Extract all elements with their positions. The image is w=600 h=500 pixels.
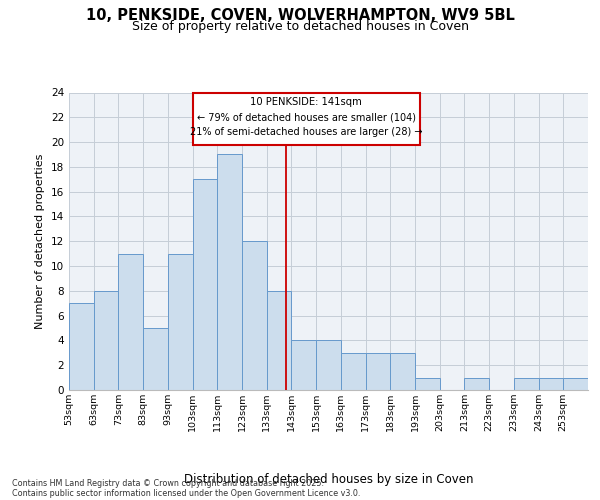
Bar — [365, 353, 390, 390]
Bar — [94, 291, 118, 390]
Bar — [242, 242, 267, 390]
Bar — [390, 353, 415, 390]
Text: Size of property relative to detached houses in Coven: Size of property relative to detached ho… — [131, 20, 469, 33]
Bar — [539, 378, 563, 390]
Bar — [217, 154, 242, 390]
Bar — [292, 340, 316, 390]
Text: 21% of semi-detached houses are larger (28) →: 21% of semi-detached houses are larger (… — [190, 127, 422, 137]
X-axis label: Distribution of detached houses by size in Coven: Distribution of detached houses by size … — [184, 473, 473, 486]
Bar — [563, 378, 588, 390]
Y-axis label: Number of detached properties: Number of detached properties — [35, 154, 46, 329]
Bar — [341, 353, 365, 390]
Text: ← 79% of detached houses are smaller (104): ← 79% of detached houses are smaller (10… — [197, 112, 416, 122]
Text: 10 PENKSIDE: 141sqm: 10 PENKSIDE: 141sqm — [250, 98, 362, 108]
Bar — [267, 291, 292, 390]
Bar — [316, 340, 341, 390]
Bar — [118, 254, 143, 390]
Bar — [193, 92, 420, 144]
Bar — [415, 378, 440, 390]
Text: 10, PENKSIDE, COVEN, WOLVERHAMPTON, WV9 5BL: 10, PENKSIDE, COVEN, WOLVERHAMPTON, WV9 … — [86, 8, 514, 22]
Bar — [168, 254, 193, 390]
Bar — [69, 303, 94, 390]
Bar — [193, 180, 217, 390]
Text: Contains public sector information licensed under the Open Government Licence v3: Contains public sector information licen… — [12, 488, 361, 498]
Text: Contains HM Land Registry data © Crown copyright and database right 2025.: Contains HM Land Registry data © Crown c… — [12, 478, 324, 488]
Bar — [514, 378, 539, 390]
Bar — [143, 328, 168, 390]
Bar — [464, 378, 489, 390]
